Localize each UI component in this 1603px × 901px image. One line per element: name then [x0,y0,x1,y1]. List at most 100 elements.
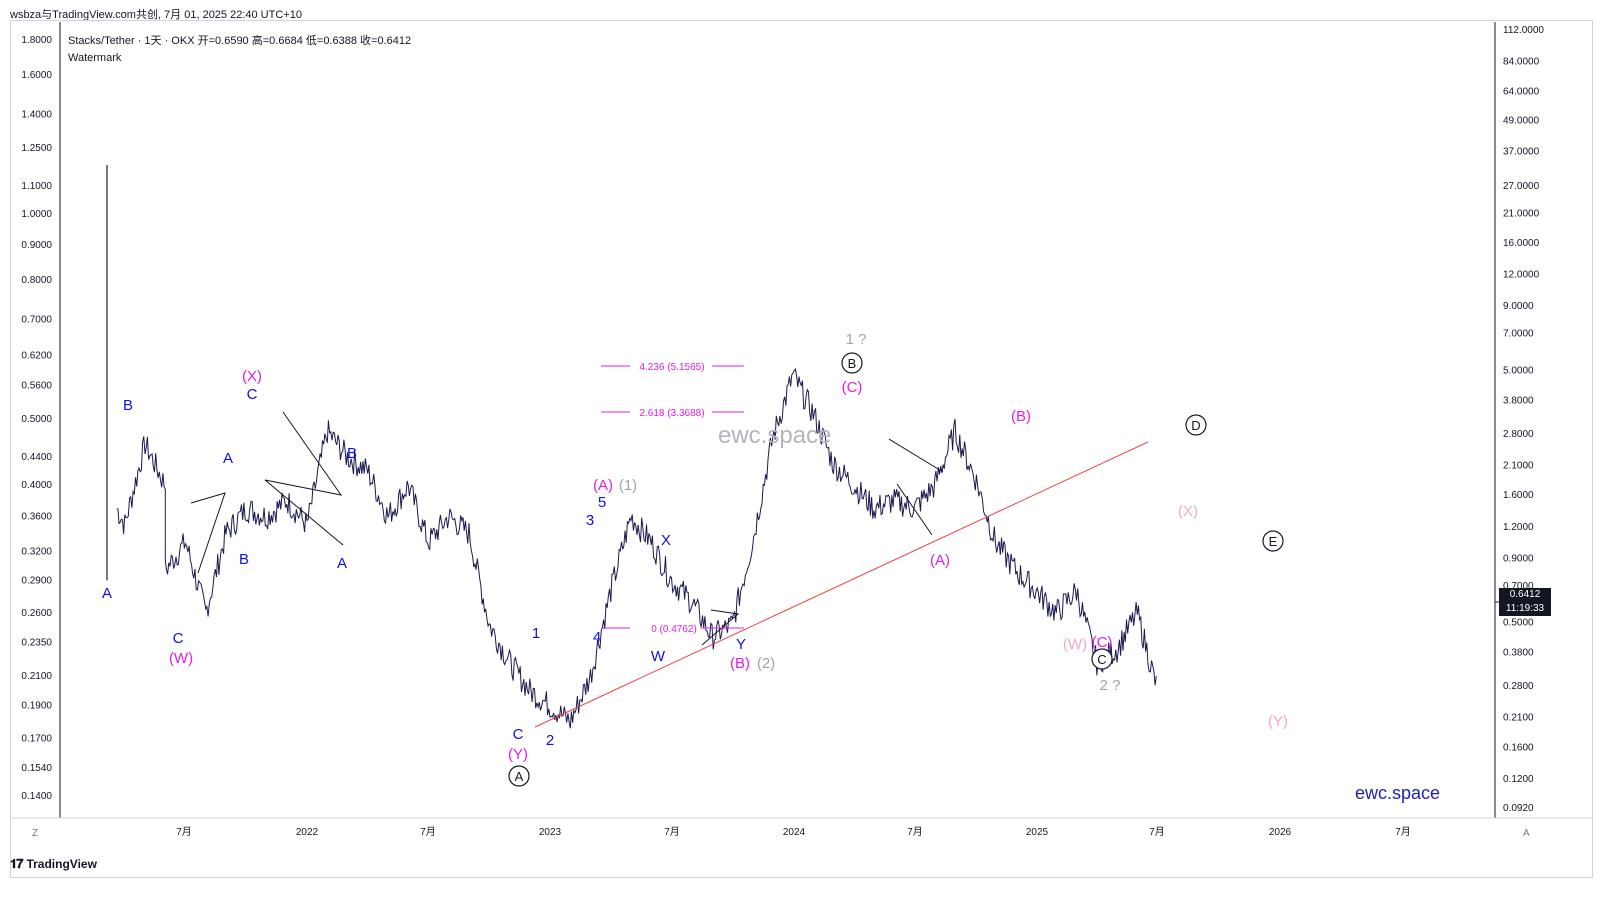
x-axis-tick-0: 7月 [176,826,192,838]
right-axis-tick-14: 2.1000 [1503,460,1534,471]
wave-label-32: (Y) [1268,713,1288,730]
wave-label-14: 3 [586,512,594,529]
right-axis-tick-1: 84.0000 [1503,57,1540,68]
wave-label-3: (W) [169,650,193,667]
x-axis-tick-5: 2024 [783,827,806,838]
left-axis-tick-20: 0.1900 [21,701,52,712]
wave-label-27: (B) [1011,408,1031,425]
left-axis-tick-0: 1.8000 [21,35,52,46]
right-axis-tick-5: 27.0000 [1503,181,1540,192]
right-axis-tick-12: 3.8000 [1503,396,1534,407]
circled-label-2: C [1097,652,1106,667]
left-axis-tick-5: 1.0000 [21,209,52,220]
wave-label-0: A [102,585,112,602]
wave-label-13: 2 [546,732,554,749]
x-axis-tick-7: 2025 [1026,827,1049,838]
fib-level-label-1: 2.618 (3.3688) [639,408,704,419]
left-axis-tick-21: 0.1700 [21,734,52,745]
wave-label-28: (W) [1063,636,1087,653]
left-axis-tick-7: 0.8000 [21,275,52,286]
right-axis-tick-10: 7.0000 [1503,329,1534,340]
right-axis-tick-0: 112.0000 [1503,25,1544,36]
x-axis-tick-10: 7月 [1395,826,1411,838]
right-axis-tick-11: 5.0000 [1503,365,1534,376]
wave-label-23: (2) [757,655,775,672]
right-axis-tick-6: 21.0000 [1503,208,1540,219]
x-axis-tick-1: 2022 [296,827,319,838]
wave-label-15: 4 [593,629,601,646]
corner-watermark: ewc.space [1355,783,1440,804]
wave-label-30: 2 ? [1100,677,1121,694]
x-axis-tick-8: 7月 [1149,826,1165,838]
right-axis-tick-17: 0.9000 [1503,553,1534,564]
right-axis-tick-8: 12.0000 [1503,270,1540,281]
right-axis-tick-20: 0.3800 [1503,648,1534,659]
auto-scale-button[interactable]: A [1523,828,1530,839]
left-axis-tick-8: 0.7000 [21,315,52,326]
right-axis-tick-25: 0.0920 [1503,803,1534,814]
wave-label-24: 1 ? [846,331,867,348]
left-axis-tick-4: 1.1000 [21,181,52,192]
right-axis-tick-21: 0.2800 [1503,681,1534,692]
right-axis-tick-3: 49.0000 [1503,116,1540,127]
tradingview-brand-label: TradingView [26,857,96,871]
wave-label-17: (A) [593,477,613,494]
circled-label-4: E [1269,534,1278,549]
channel-line-upper [889,439,943,472]
right-axis-tick-24: 0.1200 [1503,774,1534,785]
wave-label-11: (Y) [508,746,528,763]
price-series-line [117,369,1157,728]
wave-label-16: 5 [598,494,606,511]
wave-label-9: A [337,555,347,572]
right-axis-tick-16: 1.2000 [1503,522,1534,533]
wave-label-7: (X) [242,368,262,385]
right-axis-tick-22: 0.2100 [1503,713,1534,724]
wave-label-8: B [347,445,357,462]
last-price-tag: 0.6412 11:19:33 [1499,588,1551,616]
left-axis-tick-10: 0.5600 [21,381,52,392]
last-price-value: 0.6412 [1499,588,1551,602]
x-axis-tick-4: 7月 [664,826,680,838]
x-axis-tick-9: 2026 [1269,827,1292,838]
wave-label-22: (B) [730,655,750,672]
wave-label-20: W [651,648,666,665]
fib-level-label-0: 4.236 (5.1565) [639,362,704,373]
left-axis-tick-14: 0.3600 [21,511,52,522]
wave-label-31: (X) [1178,503,1198,520]
countdown-value: 11:19:33 [1499,602,1551,616]
tradingview-footer[interactable]: 𝟏𝟕 TradingView [10,856,97,872]
left-axis-tick-19: 0.2100 [21,671,52,682]
left-axis-tick-15: 0.3200 [21,546,52,557]
wave-label-2: C [173,630,184,647]
center-watermark: ewc.space [718,422,831,450]
right-axis-tick-15: 1.6000 [1503,490,1534,501]
wave-label-25: (C) [842,379,863,396]
wave-label-18: (1) [619,477,637,494]
left-axis-tick-9: 0.6200 [21,351,52,362]
left-axis-tick-1: 1.6000 [21,70,52,81]
wave-label-26: (A) [930,552,950,569]
right-axis-tick-7: 16.0000 [1503,238,1540,249]
left-axis-tick-6: 0.9000 [21,240,52,251]
left-axis-tick-13: 0.4000 [21,480,52,491]
fib-level-label-2: 0 (0.4762) [651,624,697,635]
right-axis-tick-13: 2.8000 [1503,429,1534,440]
left-axis-tick-17: 0.2600 [21,608,52,619]
x-axis-tick-3: 2023 [539,827,562,838]
x-axis-tick-6: 7月 [907,826,923,838]
wave-label-6: C [247,386,258,403]
circled-label-0: A [515,769,524,784]
circled-label-3: D [1191,418,1200,433]
right-axis-tick-9: 9.0000 [1503,301,1534,312]
wave-label-10: C [513,726,524,743]
wave-label-4: A [223,450,233,467]
left-axis-tick-2: 1.4000 [21,109,52,120]
left-axis-tick-18: 0.2350 [21,638,52,649]
zoom-z-button[interactable]: Z [32,828,38,839]
wave-label-12: 1 [532,625,540,642]
right-axis-tick-4: 37.0000 [1503,146,1540,157]
x-axis-tick-2: 7月 [420,826,436,838]
left-axis-tick-12: 0.4400 [21,452,52,463]
left-axis-tick-22: 0.1540 [21,763,52,774]
